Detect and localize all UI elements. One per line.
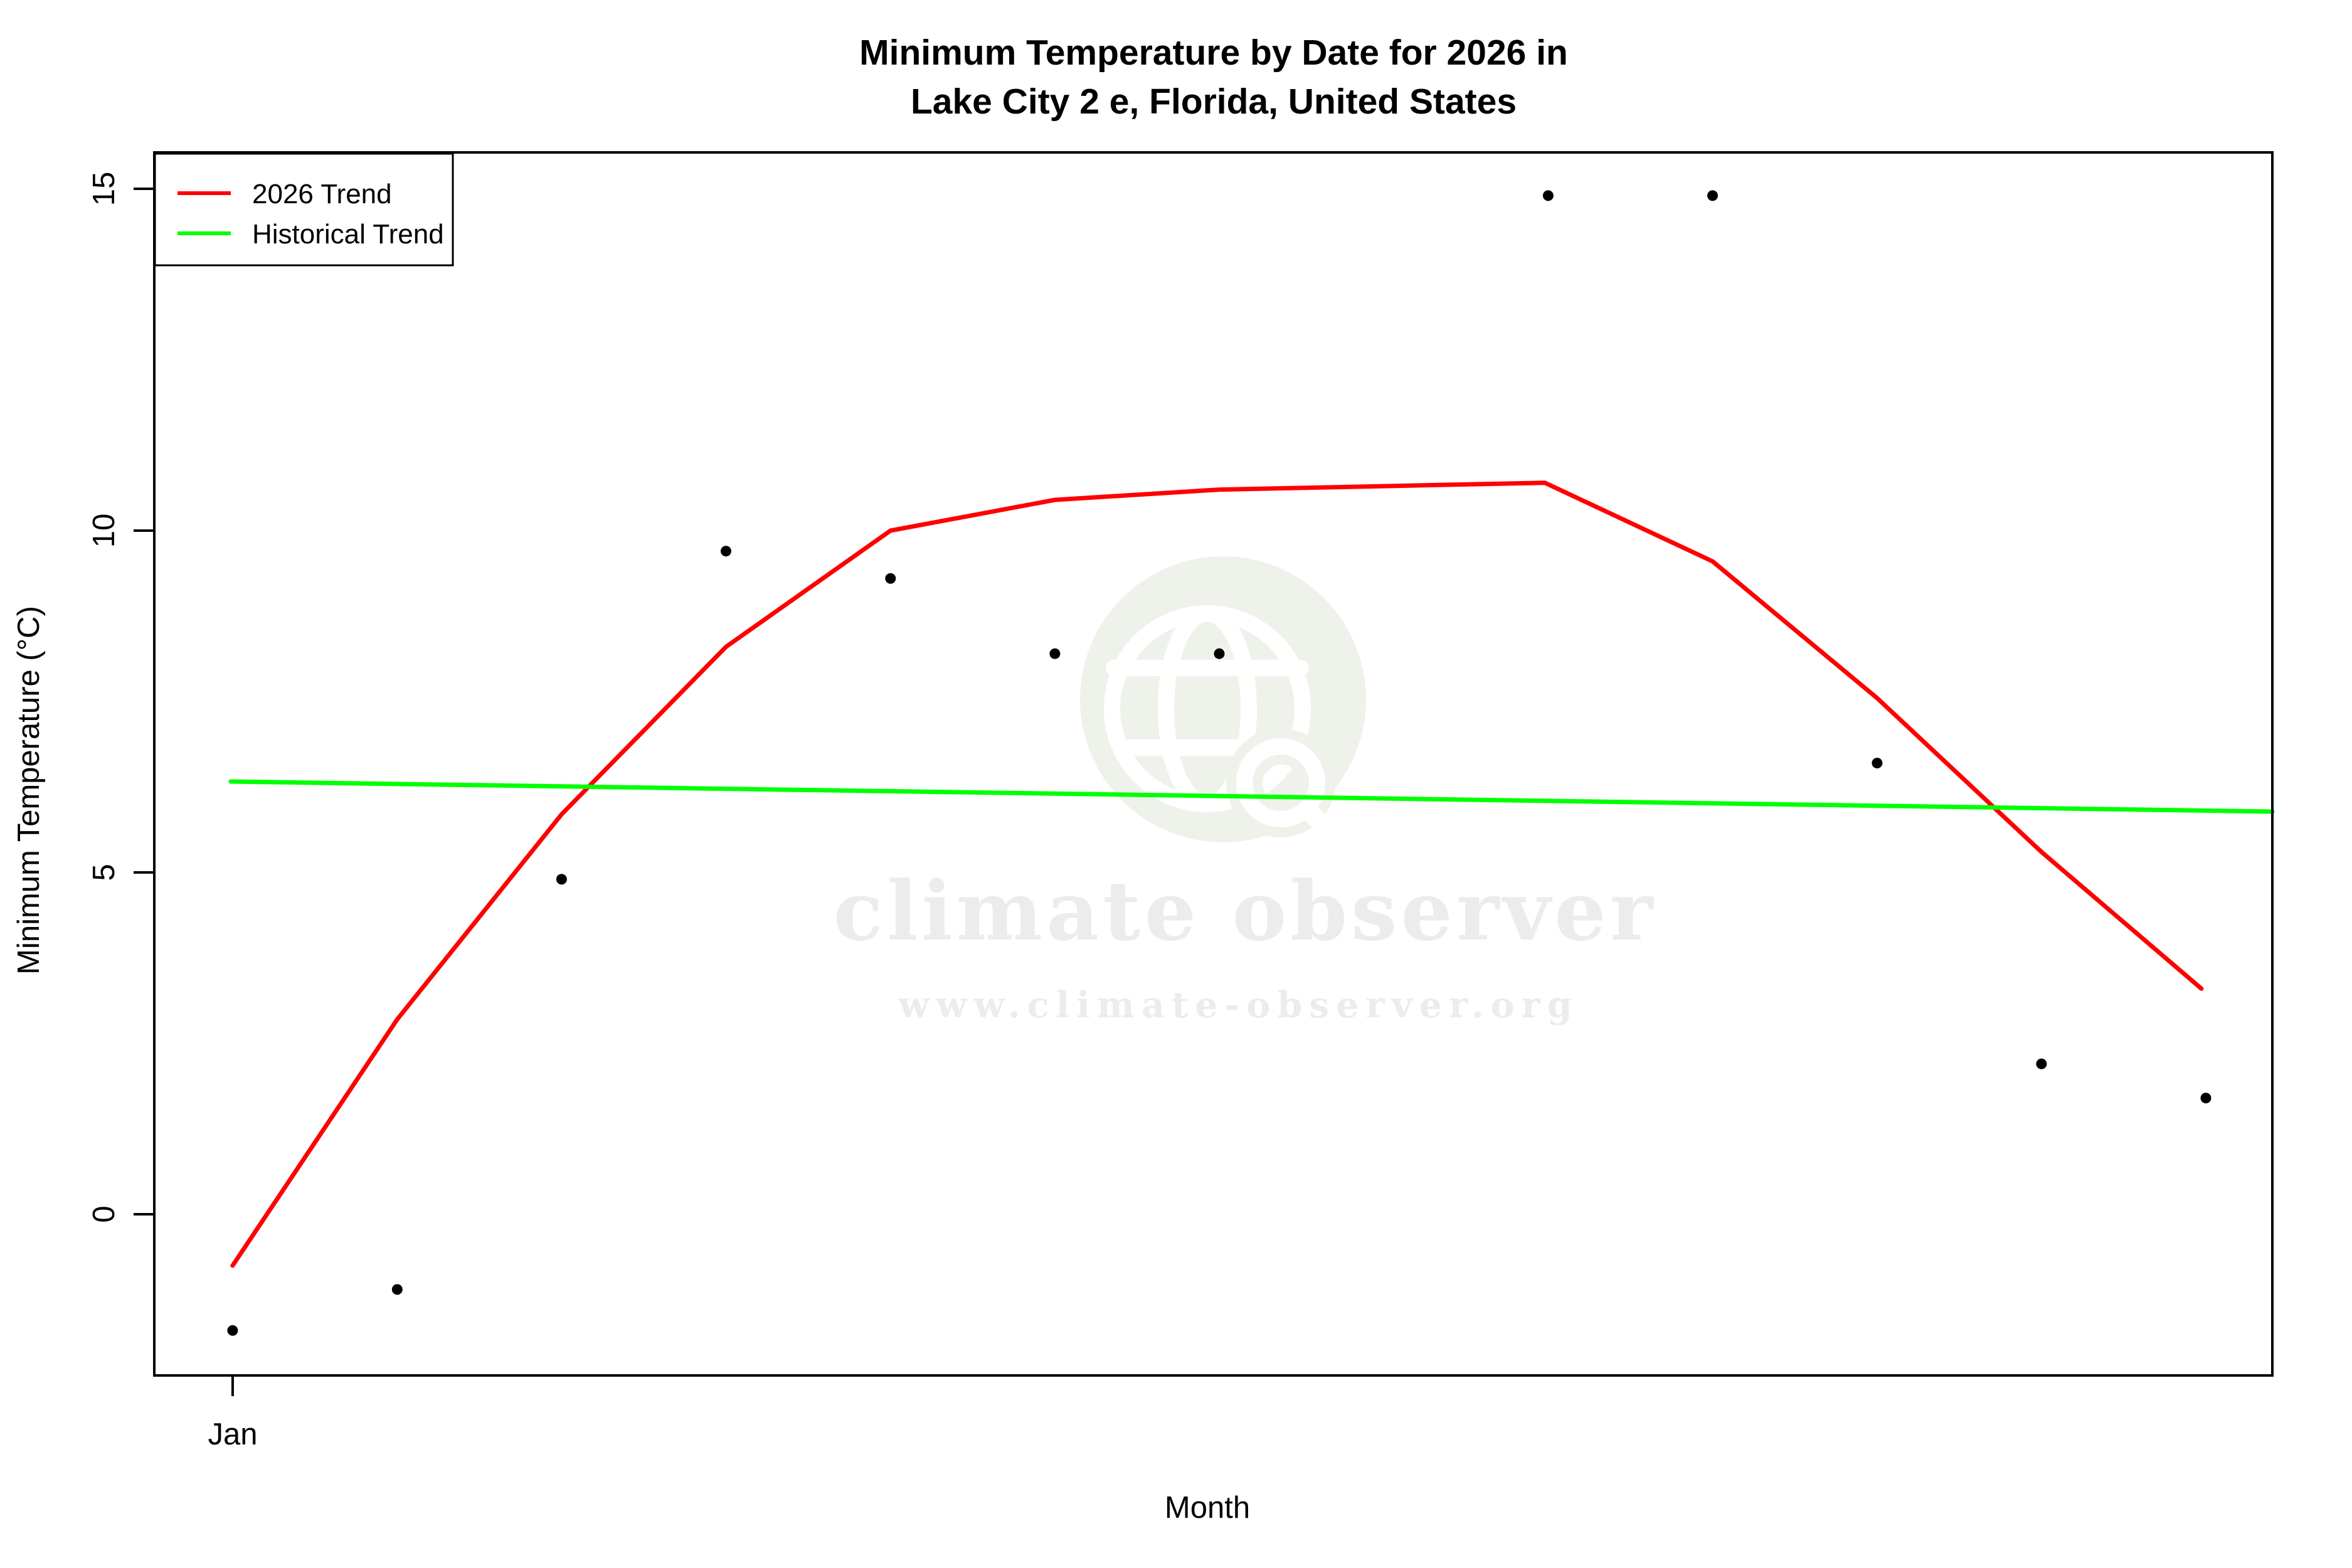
legend-box (154, 152, 454, 267)
plot-border (153, 151, 2274, 1377)
x-tick-label: Jan (208, 1417, 257, 1451)
data-point (1872, 758, 1883, 769)
x-axis-title: Month (1165, 1491, 1250, 1525)
y-tick-label: 5 (87, 864, 121, 881)
y-axis-title: Minimum Temperature (°C) (12, 606, 46, 975)
data-point (1707, 190, 1718, 201)
data-point (721, 546, 731, 557)
y-tick-label: 10 (87, 514, 121, 548)
globe-meridian-icon (1158, 605, 1257, 812)
trend-line-0 (230, 480, 2204, 1268)
data-point (1542, 190, 1554, 201)
legend: 2026 Trend Historical Trend (154, 152, 454, 267)
watermark-text: climate observer (834, 863, 1656, 959)
chart-title-line2: Lake City 2 e, Florida, United States (911, 82, 1517, 122)
trend-line-1 (228, 779, 2275, 814)
axes: 0 5 10 15 Jan (87, 172, 257, 1451)
data-point (2036, 1058, 2047, 1069)
chart-series (227, 190, 2275, 1336)
watermark-url: www.climate-observer.org (898, 984, 1579, 1026)
chart-title-line1: Minimum Temperature by Date for 2026 in (859, 33, 1568, 73)
y-tick-label: 0 (87, 1205, 121, 1222)
data-point (227, 1325, 238, 1336)
y-tick-label: 15 (87, 172, 121, 206)
data-point (1049, 648, 1061, 659)
magnifier-handle-icon (1299, 801, 1363, 866)
watermark: climate observer www.climate-observer.or… (834, 556, 1656, 1026)
legend-label-2026-trend: 2026 Trend (252, 179, 392, 209)
data-point (1214, 648, 1225, 659)
data-point (885, 573, 896, 584)
legend-label-historical-trend: Historical Trend (252, 219, 444, 250)
data-point (2200, 1093, 2212, 1104)
data-point (391, 1284, 403, 1295)
data-point (556, 874, 567, 885)
magnifier-icon (1236, 738, 1325, 827)
